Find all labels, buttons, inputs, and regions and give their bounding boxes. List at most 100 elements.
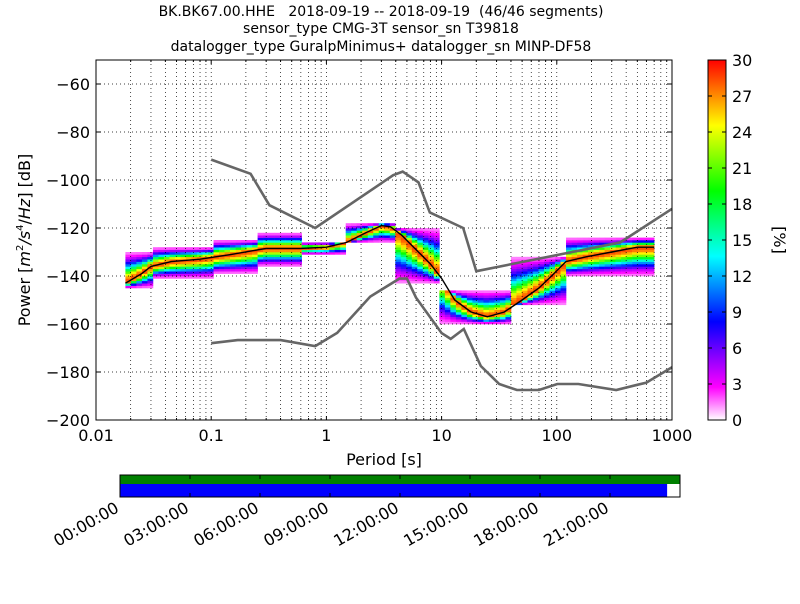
density-cell [395,266,402,270]
density-cell [521,276,528,279]
density-cell [406,259,413,262]
density-cell [582,266,589,270]
density-cell [566,240,572,243]
density-cell [527,264,534,267]
density-cell [395,271,402,274]
density-cell [566,268,572,272]
density-cell [615,237,622,241]
density-cell [356,240,363,243]
density-cell [141,276,148,279]
timeline-tick-label: 18:00:00 [470,498,542,550]
density-cell [307,242,313,246]
density-cell [130,252,137,255]
density-cell [505,321,512,325]
density-cell [494,292,501,296]
density-cell [191,249,198,253]
density-cell [158,256,165,260]
density-cell [505,295,512,298]
density-cell [632,273,638,277]
density-cell [505,314,512,318]
density-cell [163,249,170,253]
density-cell [599,264,605,267]
density-cell [599,256,605,260]
density-cell [571,244,578,248]
density-cell [400,266,407,270]
density-cell [180,264,187,267]
density-cell [555,283,561,286]
density-cell [527,261,534,265]
density-cell [362,240,369,243]
density-cell [202,264,209,267]
density-cell [516,295,523,298]
density-cell [577,261,583,265]
density-cell [538,290,545,294]
density-cell [527,285,534,289]
density-cell [643,244,649,248]
density-cell [130,285,137,289]
density-cell [543,297,550,301]
density-cell [626,259,633,262]
density-cell [268,232,275,236]
density-cell [224,256,231,260]
density-cell [340,252,347,255]
density-cell [549,292,556,296]
density-cell [521,288,528,291]
density-cell [152,247,159,250]
density-cell [521,268,528,272]
density-cell [296,252,302,255]
density-cell [417,280,424,284]
density-cell [532,283,539,286]
density-cell [560,264,567,267]
density-cell [136,259,143,262]
density-cell [604,249,611,253]
density-cell [417,254,424,258]
density-cell [406,230,413,234]
density-cell [555,280,561,284]
density-cell [141,278,148,282]
density-cell [219,252,225,255]
density-cell [455,290,462,294]
density-cell [125,254,132,258]
density-cell [543,280,550,284]
density-cell [230,249,236,253]
density-cell [169,261,176,265]
density-cell [290,240,297,243]
density-cell [279,256,286,260]
density-cell [345,223,352,226]
density-cell [417,261,424,265]
density-cell [185,252,192,255]
density-cell [450,304,457,308]
title-line-3: datalogger_type GuralpMinimus+ datalogge… [171,39,592,55]
density-cell [384,237,391,241]
density-cell [483,316,490,320]
density-cell [263,237,269,241]
density-cell [290,256,297,260]
density-cell [130,264,137,267]
density-cell [263,242,269,246]
density-cell [373,235,380,238]
density-cell [422,276,429,279]
density-cell [549,283,556,286]
density-cell [643,256,649,260]
density-cell [483,292,490,296]
density-cell [637,271,644,274]
density-cell [433,235,440,238]
density-cell [610,273,616,277]
density-cell [621,249,627,253]
density-cell [241,271,247,274]
density-cell [472,307,479,310]
density-cell [329,249,336,253]
density-cell [285,244,291,248]
density-cell [197,264,203,267]
density-cell [334,252,341,255]
density-cell [555,285,561,289]
density-cell [395,232,402,236]
density-cell [406,264,413,267]
density-cell [521,278,528,282]
timeline-tick-label: 03:00:00 [120,498,192,550]
density-cell [499,297,506,301]
density-cell [378,240,385,243]
density-cell [152,259,159,262]
density-cell [428,268,435,272]
density-cell [208,268,214,272]
